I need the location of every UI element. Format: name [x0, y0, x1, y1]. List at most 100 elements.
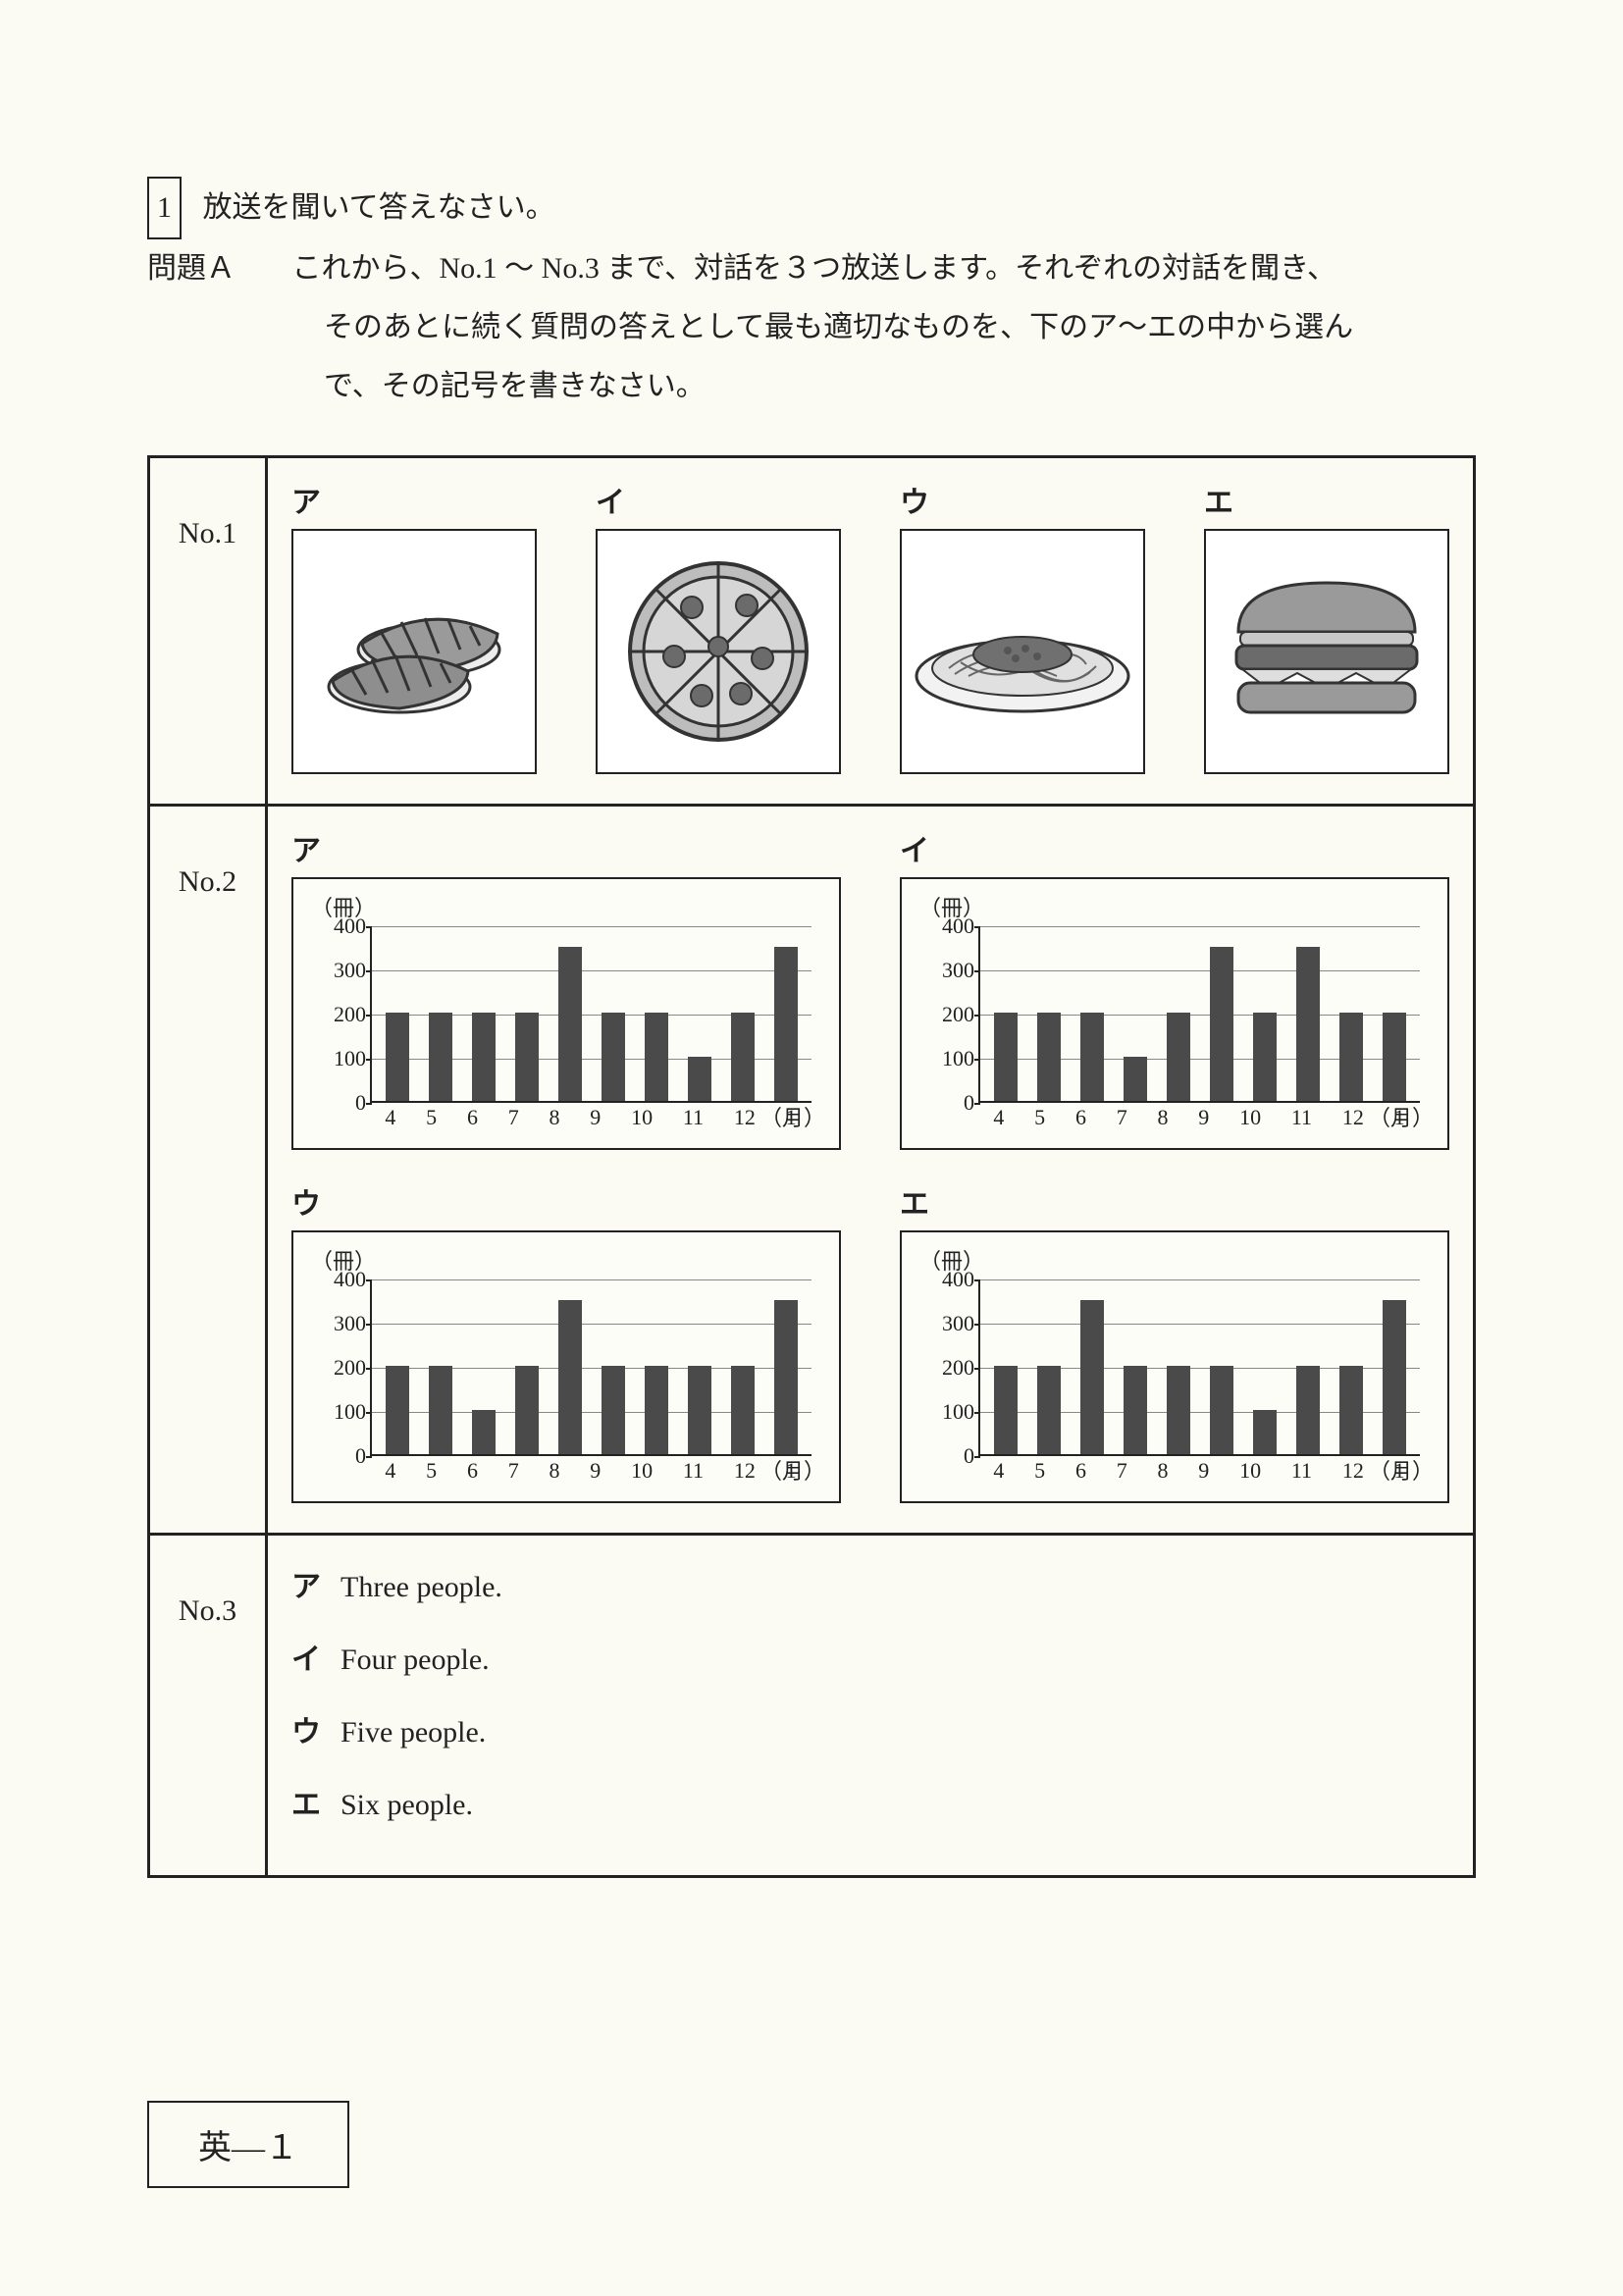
option-label: ウ — [291, 1179, 841, 1223]
y-tick-label: 300 — [319, 958, 366, 983]
option-label: イ — [291, 1628, 340, 1693]
bar — [1339, 1366, 1363, 1454]
bar — [1124, 1057, 1147, 1101]
bar — [472, 1410, 496, 1454]
question-number-cell: No.2 — [149, 806, 267, 1535]
charts-grid: ア （冊）01002003004004567891011121（月） イ （冊）… — [291, 826, 1449, 1503]
x-axis-unit: （月） — [1369, 1454, 1434, 1486]
x-axis-unit: （月） — [760, 1454, 825, 1486]
x-tick-label: 8 — [1158, 1458, 1169, 1486]
x-tick-label: 11 — [683, 1458, 704, 1486]
x-labels: 4567891011121 — [370, 1105, 812, 1132]
x-tick-label: 12 — [734, 1458, 756, 1486]
option-label: エ — [291, 1773, 340, 1838]
option-a: アThree people. — [291, 1555, 1449, 1628]
chart-option-u: ウ （冊）01002003004004567891011121（月） — [291, 1179, 841, 1503]
x-tick-label: 7 — [508, 1105, 519, 1132]
y-tick-label: 0 — [319, 1443, 366, 1469]
y-tick-label: 200 — [927, 1002, 974, 1027]
x-tick-label: 12 — [1342, 1458, 1364, 1486]
bar — [774, 947, 798, 1102]
y-tick-label: 300 — [319, 1311, 366, 1336]
option-label: ウ — [900, 478, 1145, 521]
x-tick-label: 9 — [590, 1458, 601, 1486]
option-a: ア — [291, 478, 537, 774]
chart-option-a: ア （冊）01002003004004567891011121（月） — [291, 826, 841, 1150]
x-tick-label: 12 — [734, 1105, 756, 1132]
bars-container — [372, 1279, 812, 1454]
option-label: エ — [900, 1179, 1449, 1223]
y-tick-label: 200 — [927, 1355, 974, 1381]
bars-container — [980, 1279, 1420, 1454]
bar — [1383, 1013, 1406, 1101]
chart-area: 01002003004004567891011121（月） — [311, 1279, 821, 1486]
option-e: エ — [1204, 478, 1449, 774]
x-tick-label: 7 — [508, 1458, 519, 1486]
y-tick-label: 100 — [319, 1399, 366, 1425]
x-tick-label: 5 — [1034, 1458, 1045, 1486]
bar — [386, 1366, 409, 1454]
chart-axes: 0100200300400 — [370, 1279, 812, 1456]
pizza-icon — [596, 529, 841, 774]
x-labels: 4567891011121 — [370, 1458, 812, 1486]
instructions: 1 放送を聞いて答えなさい。 問題Ａ これから、No.1 ～ No.3 まで、対… — [147, 177, 1476, 416]
x-tick-label: 11 — [1291, 1458, 1312, 1486]
y-axis-unit: （冊） — [311, 891, 821, 922]
instruction-text-2a: これから、No.1 ～ No.3 まで、対話を３つ放送します。それぞれの対話を聞… — [292, 252, 1337, 285]
option-i: イ — [596, 478, 841, 774]
x-tick-label: 9 — [1198, 1458, 1209, 1486]
bar — [558, 947, 582, 1102]
option-label: ア — [291, 1555, 340, 1620]
image-options-row: ア — [291, 478, 1449, 774]
x-tick-label: 4 — [993, 1458, 1004, 1486]
bar-chart: （冊）01002003004004567891011121（月） — [291, 1230, 841, 1503]
question-number-cell: No.1 — [149, 457, 267, 806]
bar — [1210, 947, 1233, 1102]
bar — [688, 1366, 711, 1454]
option-label: イ — [900, 826, 1449, 869]
x-tick-label: 10 — [1239, 1458, 1261, 1486]
chart-axes: 0100200300400 — [978, 1279, 1420, 1456]
bar — [1210, 1366, 1233, 1454]
bar — [774, 1300, 798, 1455]
page: 1 放送を聞いて答えなさい。 問題Ａ これから、No.1 ～ No.3 まで、対… — [0, 0, 1623, 2296]
instruction-line-2: 問題Ａ これから、No.1 ～ No.3 まで、対話を３つ放送します。それぞれの… — [147, 239, 1476, 298]
x-axis-unit: （月） — [1369, 1101, 1434, 1132]
question-number-cell: No.3 — [149, 1535, 267, 1877]
option-label: ウ — [291, 1700, 340, 1765]
bar — [558, 1300, 582, 1455]
instruction-line-1: 1 放送を聞いて答えなさい。 — [147, 177, 1476, 239]
instruction-text-2b: そのあとに続く質問の答えとして最も適切なものを、下のア～エの中から選ん — [147, 298, 1476, 357]
option-text: Four people. — [340, 1644, 490, 1676]
x-tick-label: 11 — [1291, 1105, 1312, 1132]
hamburger-icon — [1204, 529, 1449, 774]
bar — [1167, 1366, 1190, 1454]
option-u: ウFive people. — [291, 1700, 1449, 1773]
bar — [1080, 1013, 1104, 1101]
question-content: アThree people. イFour people. ウFive peopl… — [267, 1535, 1475, 1877]
x-axis-unit: （月） — [760, 1101, 825, 1132]
x-tick-label: 10 — [631, 1458, 653, 1486]
y-axis-unit: （冊） — [919, 1244, 1430, 1276]
y-tick-label: 100 — [927, 1046, 974, 1071]
instruction-text-1: 放送を聞いて答えなさい。 — [203, 191, 555, 224]
y-tick-label: 400 — [319, 1267, 366, 1292]
bar — [1080, 1300, 1104, 1455]
x-tick-label: 6 — [1075, 1105, 1086, 1132]
text-options: アThree people. イFour people. ウFive peopl… — [291, 1555, 1449, 1846]
x-tick-label: 7 — [1117, 1458, 1127, 1486]
x-tick-label: 10 — [1239, 1105, 1261, 1132]
x-tick-label: 9 — [1198, 1105, 1209, 1132]
x-tick-label: 10 — [631, 1105, 653, 1132]
bar — [1339, 1013, 1363, 1101]
question-number: No.1 — [179, 517, 236, 549]
option-text: Five people. — [340, 1716, 486, 1748]
bar — [472, 1013, 496, 1101]
bar — [429, 1366, 452, 1454]
bar — [515, 1366, 539, 1454]
x-tick-label: 6 — [467, 1458, 478, 1486]
sushi-icon — [291, 529, 537, 774]
option-e: エSix people. — [291, 1773, 1449, 1846]
problem-label: 問題Ａ — [147, 239, 285, 298]
bar — [994, 1366, 1018, 1454]
